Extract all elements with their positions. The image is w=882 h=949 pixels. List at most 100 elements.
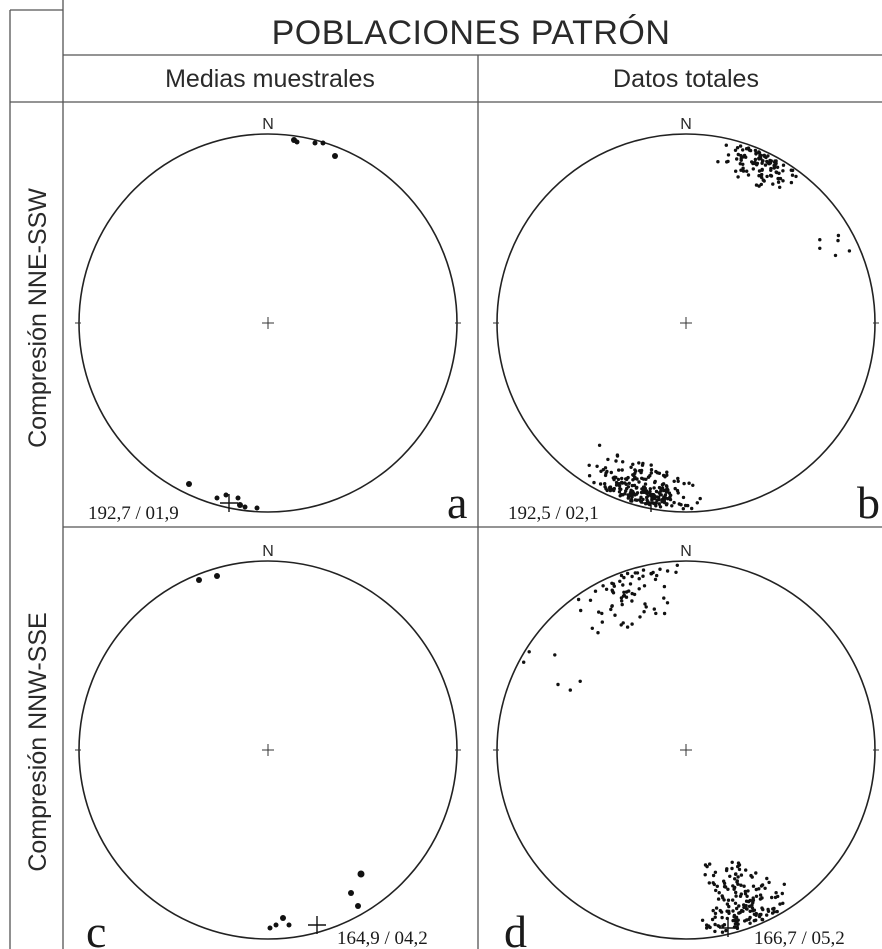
pole-point [637,587,641,591]
pole-point [619,596,624,600]
pole-point [758,893,763,897]
pole-point [676,479,680,483]
pole-point [770,895,774,900]
pole-point [715,884,719,888]
pole-point [648,487,652,491]
pole-point [608,485,613,489]
pole-point [618,579,622,583]
pole-point [619,573,624,578]
pole-point [617,468,621,472]
pole-point [628,493,633,497]
mean-coordinates-a: 192,7 / 01,9 [88,503,179,524]
pole-point [836,238,840,243]
pole-points-a [186,137,338,511]
pole-point [754,894,759,898]
pole-point [658,567,662,571]
pole-point [713,922,717,927]
pole-point [753,157,758,162]
pole-point [726,159,730,164]
pole-point [737,904,741,908]
pole-point [643,482,648,486]
panel-letter-b: b [857,477,880,528]
panel-letter-d: d [504,906,527,949]
pole-point [775,165,780,169]
pole-point [760,883,765,887]
pole-point [748,915,752,920]
pole-point [776,180,781,184]
pole-point [753,148,758,153]
pole-point [654,611,658,616]
pole-point [614,459,618,463]
pole-point [750,160,754,164]
pole-point [625,571,630,576]
pole-point [774,162,778,166]
pole-point [691,483,695,487]
pole-point [590,626,594,630]
pole-point [665,487,669,491]
pole-point [755,161,760,166]
pole-point [622,593,626,598]
pole-point [620,493,624,497]
pole-point [720,930,725,934]
pole-point [610,604,614,608]
pole-point [633,493,637,497]
pole-point [768,158,772,163]
pole-point [672,479,676,483]
pole-point [713,929,717,934]
pole-point [774,159,778,163]
pole-point [769,174,774,178]
pole-point [644,605,648,609]
pole-point [579,608,583,613]
pole-point [673,486,677,491]
pole-point [754,887,758,892]
pole-point [762,153,766,157]
pole-point [757,169,762,173]
pole-point [710,917,715,922]
pole-point [726,887,730,891]
pole-point [655,471,660,475]
pole-point [665,470,669,474]
pole-point [617,484,622,488]
pole-point [631,478,635,482]
pole-point [600,620,604,624]
pole-point [598,482,603,486]
pole-point [603,466,608,470]
pole-point [700,918,705,922]
pole-point [527,650,531,654]
pole-point [754,183,759,187]
pole-point [778,176,783,181]
pole-point [833,253,838,258]
pole-point [747,904,752,908]
pole-point [621,583,625,587]
pole-point [703,873,707,877]
pole-point [781,901,785,905]
pole-point [818,246,822,250]
pole-point [620,468,624,472]
pole-point [657,485,662,490]
pole-point [762,179,766,183]
pole-point [772,166,776,170]
pole-point [735,157,739,161]
pole-point [731,918,735,923]
pole-point [587,474,592,478]
pole-point [668,497,673,502]
pole-point [662,500,667,505]
pole-point [606,457,610,462]
pole-point [733,901,738,905]
pole-point [757,151,762,155]
pole-point [635,491,640,495]
pole-point [655,573,659,578]
pole-point [730,860,734,864]
pole-point [568,688,572,692]
pole-point [698,496,702,501]
pole-point [578,679,582,683]
panel-letter-c: c [86,906,106,949]
pole-point [638,615,642,619]
pole-point [735,918,739,923]
pole-point [736,875,740,879]
pole-point [624,489,628,493]
pole-point [633,571,637,575]
pole-point [760,159,765,163]
pole-point [748,898,752,903]
pole-point [637,480,641,484]
